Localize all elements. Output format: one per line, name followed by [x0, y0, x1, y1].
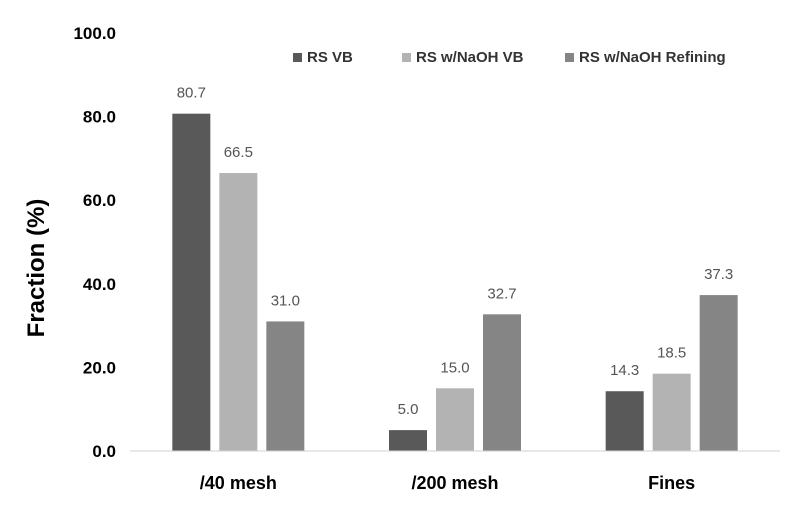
data-label: 5.0	[398, 401, 419, 418]
legend-label: RS w/NaOH Refining	[579, 49, 726, 66]
bars	[172, 113, 738, 451]
legend-swatch	[565, 53, 574, 62]
y-tick-label: 20.0	[83, 358, 116, 377]
bar	[219, 173, 258, 451]
data-label: 37.3	[704, 266, 733, 283]
category-label: /40 mesh	[200, 473, 277, 493]
bar	[699, 295, 738, 451]
data-label: 66.5	[224, 144, 253, 161]
legend: RS VB RS w/NaOH VB RS w/NaOH Refining	[293, 49, 726, 66]
data-label: 15.0	[440, 359, 469, 376]
bar	[605, 391, 644, 451]
bar	[436, 388, 474, 451]
category-label: Fines	[648, 473, 695, 493]
bar	[266, 321, 305, 451]
data-label: 32.7	[487, 285, 516, 302]
category-label: /200 mesh	[411, 473, 498, 493]
bar	[172, 113, 211, 451]
data-label: 18.5	[657, 345, 686, 362]
category-labels: /40 mesh/200 mesh Fines	[200, 473, 695, 493]
y-tick-label: 80.0	[83, 108, 116, 127]
legend-swatch	[293, 53, 302, 62]
y-tick-label: 0.0	[92, 442, 116, 461]
bar	[389, 430, 427, 451]
data-label: 80.7	[177, 85, 206, 102]
data-label: 14.3	[610, 362, 639, 379]
legend-label: RS VB	[307, 49, 353, 66]
y-axis-ticks: 0.0 20.0 40.0 60.0 80.0 100.0	[73, 24, 116, 461]
bar	[652, 373, 691, 451]
y-tick-label: 40.0	[83, 275, 116, 294]
y-tick-label: 60.0	[83, 191, 116, 210]
data-label: 31.0	[271, 292, 300, 309]
data-labels: 80.7 66.5 31.0 5.0 15.0 32.7 14.3 18.5 37.3	[177, 85, 734, 418]
bar	[483, 314, 521, 451]
legend-label: RS w/NaOH VB	[416, 49, 524, 66]
legend-swatch	[402, 53, 411, 62]
y-axis-label: Fraction (%)	[23, 199, 50, 338]
y-tick-label: 100.0	[73, 24, 116, 43]
